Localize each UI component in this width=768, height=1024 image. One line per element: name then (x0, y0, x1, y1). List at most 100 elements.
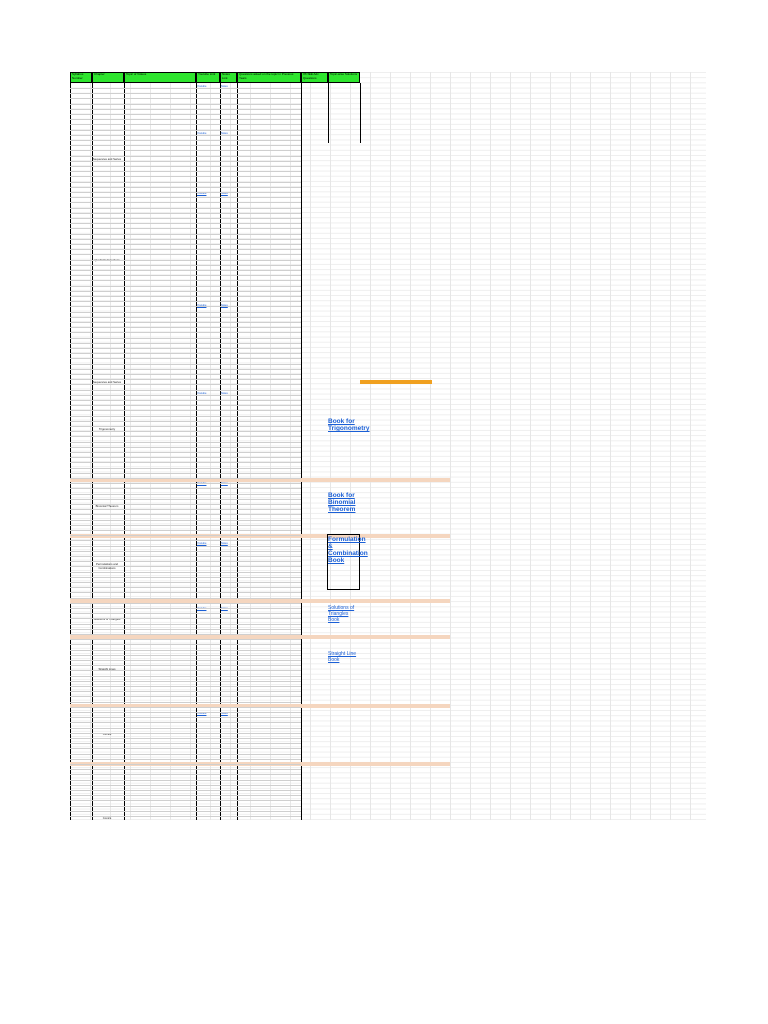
row-line (70, 306, 301, 308)
row-line (70, 171, 301, 173)
notes-link[interactable]: Notes (221, 392, 228, 395)
row-line (70, 103, 301, 105)
row-line (70, 363, 301, 365)
header-topic[interactable]: Topic of Videos (124, 72, 196, 83)
row-line (70, 732, 301, 734)
row-line (70, 264, 301, 266)
row-line (70, 290, 301, 292)
row-line (70, 311, 301, 313)
row-line (70, 389, 301, 391)
row-line (70, 415, 301, 417)
row-line (70, 166, 301, 167)
youtube-link[interactable]: Youtube (197, 392, 207, 395)
row-line (70, 140, 301, 141)
row-line (70, 514, 301, 516)
youtube-link[interactable]: Youtube (197, 712, 207, 715)
row-line (70, 628, 301, 630)
notes-link[interactable]: Notes (221, 542, 228, 545)
book-link-triangles[interactable]: Solutions of Triangles Book (328, 605, 355, 623)
row-line (70, 561, 301, 563)
col-border (70, 83, 71, 820)
row-line (70, 753, 301, 755)
book-link-binomial[interactable]: Book for Binomial Theorem (328, 492, 356, 513)
section-label: Trigonometry (98, 427, 116, 431)
row-line (70, 576, 301, 578)
row-line (70, 816, 301, 817)
col-border (360, 83, 361, 143)
book-link-pnc[interactable]: Formulation & Combination Book (328, 536, 368, 564)
spreadsheet[interactable]: Syllabus Number Chapter Topic of Videos … (70, 72, 706, 820)
header-youtube[interactable]: Youtube Link (196, 72, 220, 83)
row-line (70, 790, 301, 791)
header-notes[interactable]: Notes Link (220, 72, 237, 83)
row-line (70, 452, 301, 453)
book-link-trigonometry[interactable]: Book for Trigonometry (328, 418, 370, 432)
notes-link[interactable]: Notes (221, 192, 228, 195)
notes-link[interactable]: Notes (221, 304, 228, 307)
header-solutions[interactable]: Topic-wise Solutions (328, 72, 360, 83)
header-chapter[interactable]: Chapter (92, 72, 124, 83)
row-line (70, 301, 301, 303)
row-line (70, 446, 301, 448)
row-line (70, 680, 301, 682)
row-line (70, 238, 301, 240)
row-line (70, 384, 301, 386)
row-line (70, 550, 301, 552)
row-line (70, 597, 301, 599)
col-border (220, 83, 221, 820)
row-line (70, 654, 301, 656)
row-line (70, 197, 301, 199)
notes-link[interactable]: Notes (221, 85, 228, 88)
youtube-link[interactable]: Youtube (197, 542, 207, 545)
row-line (70, 228, 301, 230)
row-line (70, 124, 301, 126)
row-line (70, 181, 301, 183)
col-border (92, 83, 93, 820)
row-line (70, 93, 301, 95)
row-line (70, 379, 301, 381)
section-separator (70, 704, 450, 708)
youtube-link[interactable]: Youtube (197, 85, 207, 88)
row-line (70, 155, 301, 157)
header-questions[interactable]: Questions asked on the topic in Previous… (237, 72, 301, 83)
notes-link[interactable]: Notes (221, 712, 228, 715)
row-line (70, 254, 301, 256)
section-separator (70, 599, 450, 603)
row-line (70, 405, 301, 407)
youtube-link[interactable]: Youtube (197, 304, 207, 307)
row-line (70, 727, 301, 729)
row-line (70, 535, 301, 537)
row-line (70, 644, 301, 646)
youtube-link[interactable]: Youtube (197, 132, 207, 135)
row-line (70, 504, 301, 505)
row-line (70, 758, 301, 760)
row-line (70, 556, 301, 557)
row-line (70, 498, 301, 500)
section-label: Binomial Theorem (95, 504, 119, 508)
row-line (70, 436, 301, 438)
row-line (70, 686, 301, 687)
row-line (70, 327, 301, 329)
row-line (70, 810, 301, 812)
book-link-straight-lines[interactable]: Straight Line Book (328, 651, 357, 663)
row-line (70, 566, 301, 568)
row-line (70, 805, 301, 807)
row-line (70, 223, 301, 225)
notes-link[interactable]: Notes (221, 132, 228, 135)
row-line (70, 462, 301, 464)
row-line (70, 316, 301, 318)
row-line (70, 192, 301, 193)
header-syllabus[interactable]: Syllabus Number (70, 72, 92, 83)
youtube-link[interactable]: Youtube (197, 192, 207, 195)
row-line (70, 488, 301, 490)
header-iit[interactable]: IIT/JEE Adv Questions (301, 72, 328, 83)
row-line (70, 774, 301, 776)
col-border (237, 83, 238, 820)
row-line (70, 249, 301, 251)
section-label: Sequences and Series (92, 157, 122, 161)
row-line (70, 618, 301, 620)
row-line (70, 337, 301, 339)
row-line (70, 270, 301, 271)
row-line (70, 202, 301, 204)
row-line (70, 675, 301, 677)
